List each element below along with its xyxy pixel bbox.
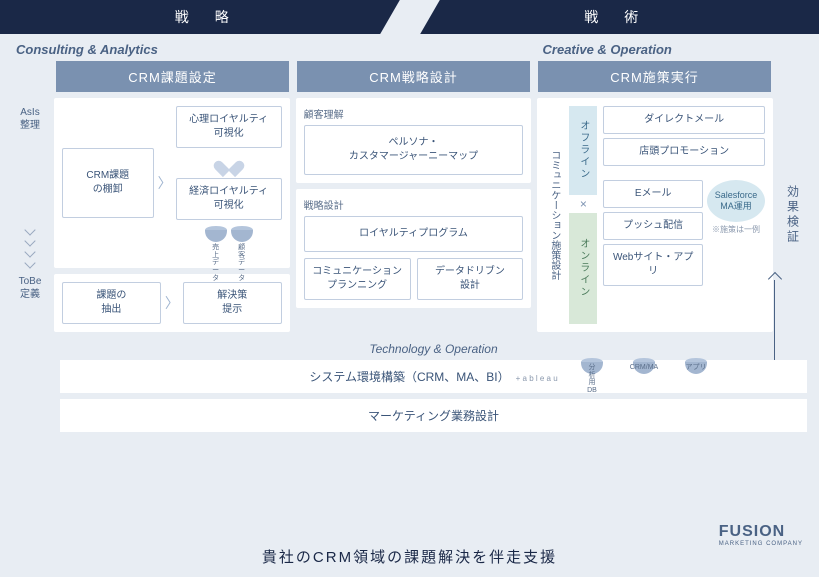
tab-strategy: 戦 略	[0, 0, 410, 34]
ch-push: プッシュ配信	[603, 212, 703, 240]
top-tabs: 戦 略 戦 術	[0, 0, 819, 34]
cylinder-icon: CRM/MA	[633, 358, 655, 374]
column-3: コミュニケーション施策設計 オフライン × オンライン ダイレクトメール 店頭プ…	[537, 98, 773, 332]
box-persona: ペルソナ・ カスタマージャーニーマップ	[304, 125, 524, 175]
tableau-label: + a b l e a u	[516, 374, 558, 383]
channels: ダイレクトメール 店頭プロモーション Eメール プッシュ配信 Webサイト・アプ…	[603, 106, 765, 324]
section-right: Creative & Operation	[539, 34, 807, 61]
ch-store: 店頭プロモーション	[603, 138, 765, 166]
asis-panel: CRM課題 の棚卸 〉 心理ロイヤルティ 可視化 経済ロイヤルティ 可視化 売上…	[54, 98, 290, 268]
note: ※施策は一例	[712, 224, 760, 235]
col3-header: CRM施策実行	[538, 61, 771, 92]
box-solution: 解決策 提示	[183, 282, 282, 324]
cylinder-icon: 分析用 DB	[581, 358, 603, 374]
section-left: Consulting & Analytics	[12, 34, 280, 61]
comm-label: コミュニケーション施策設計	[545, 106, 563, 324]
ch-email: Eメール	[603, 180, 703, 208]
salesforce-bubble: Salesforce MA運用	[707, 180, 765, 222]
chevron-down-icon	[12, 222, 48, 271]
box-extract: 課題の 抽出	[62, 282, 161, 324]
understand-panel: 顧客理解 ペルソナ・ カスタマージャーニーマップ	[296, 98, 532, 183]
section-titles: Consulting & Analytics Creative & Operat…	[0, 34, 819, 61]
online-seg: オンライン	[569, 213, 597, 324]
tab-tactics: 戦 術	[410, 0, 819, 34]
col1-header: CRM課題設定	[56, 61, 289, 92]
tech-box-2: マーケティング業務設計	[60, 399, 807, 432]
exec-panel: コミュニケーション施策設計 オフライン × オンライン ダイレクトメール 店頭プ…	[537, 98, 773, 332]
ch-web: Webサイト・アプリ	[603, 244, 703, 286]
tech-title: Technology & Operation	[60, 342, 807, 356]
asis-label: AsIs 整理	[12, 98, 48, 218]
cylinder-icon: 売上 データ	[205, 226, 227, 242]
title-understand: 顧客理解	[304, 106, 524, 121]
box-commplan: コミュニケーション プランニング	[304, 258, 411, 300]
title-design: 戦略設計	[304, 197, 524, 212]
design-panel: 戦略設計 ロイヤルティプログラム コミュニケーション プランニング データドリブ…	[296, 189, 532, 308]
col2-header: CRM戦略設計	[297, 61, 530, 92]
cross-icon: ×	[569, 195, 597, 213]
fusion-logo: FUSION MARKETING COMPANY	[719, 523, 803, 547]
tobe-panel: 課題の 抽出 〉 解決策 提示	[54, 274, 290, 332]
cylinder-icon: 顧客 データ	[231, 226, 253, 242]
on-off-switch: オフライン × オンライン	[569, 106, 597, 324]
column-headers: CRM課題設定 CRM戦略設計 CRM施策実行	[0, 61, 819, 92]
chevron-right-icon: 〉	[165, 293, 179, 313]
main-content: AsIs 整理 ToBe 定義 CRM課題 の棚卸 〉 心理ロイヤルティ 可視化…	[0, 92, 819, 338]
box-econ: 経済ロイヤルティ 可視化	[176, 178, 282, 220]
tobe-label: ToBe 定義	[12, 275, 48, 301]
cylinder-icon: アプリ	[685, 358, 707, 374]
data-cylinders: 売上 データ 顧客 データ	[176, 226, 282, 242]
offline-seg: オフライン	[569, 106, 597, 195]
heart-icon	[219, 154, 239, 172]
box-issues: CRM課題 の棚卸	[62, 148, 154, 218]
footer-text: 貴社のCRM領域の課題解決を伴走支援	[0, 546, 819, 567]
effect-label: 効果検証	[779, 98, 807, 332]
tech-section: Technology & Operation システム環境構築（CRM、MA、B…	[0, 338, 819, 442]
tech-box-1: システム環境構築（CRM、MA、BI）+ a b l e a u 分析用 DB …	[60, 360, 807, 393]
column-2: 顧客理解 ペルソナ・ カスタマージャーニーマップ 戦略設計 ロイヤルティプログラ…	[296, 98, 532, 332]
column-1: CRM課題 の棚卸 〉 心理ロイヤルティ 可視化 経済ロイヤルティ 可視化 売上…	[54, 98, 290, 332]
box-loyalty: ロイヤルティプログラム	[304, 216, 524, 252]
tech-cylinders: 分析用 DB CRM/MA アプリ	[581, 358, 707, 374]
chevron-right-icon: 〉	[158, 173, 172, 193]
side-labels: AsIs 整理 ToBe 定義	[12, 98, 48, 332]
ch-dm: ダイレクトメール	[603, 106, 765, 134]
box-datadriven: データドリブン 設計	[417, 258, 524, 300]
box-psych: 心理ロイヤルティ 可視化	[176, 106, 282, 148]
feedback-arrow-icon	[759, 280, 775, 360]
